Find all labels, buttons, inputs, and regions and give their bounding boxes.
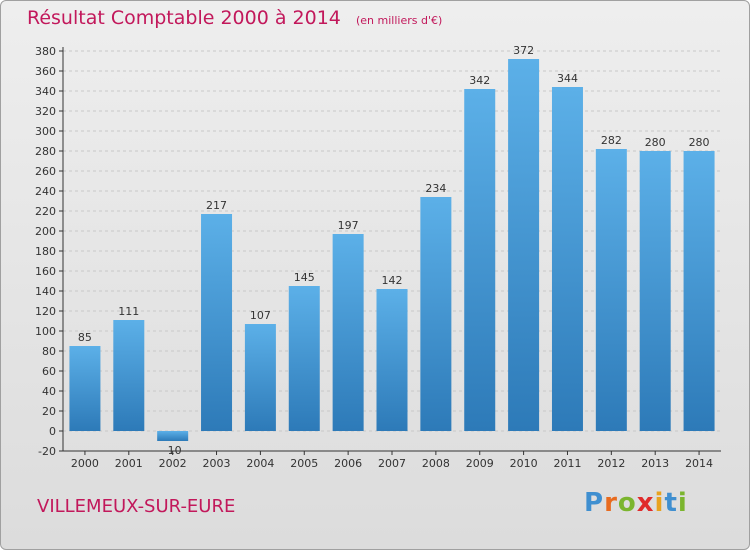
data-label: 342 — [469, 74, 490, 87]
bar — [464, 89, 496, 431]
x-tick-label: 2002 — [159, 457, 187, 470]
y-tick-label: 200 — [35, 225, 56, 238]
logo-letter: i — [654, 488, 665, 518]
x-tick-label: 2006 — [334, 457, 362, 470]
y-tick-label: 40 — [42, 385, 56, 398]
y-tick-label: 220 — [35, 205, 56, 218]
y-tick-label: 300 — [35, 125, 56, 138]
data-label: 111 — [118, 305, 139, 318]
logo-letter: x — [636, 488, 655, 518]
x-tick-label: 2013 — [641, 457, 669, 470]
title-row: Résultat Comptable 2000 à 2014 (en milli… — [27, 7, 442, 29]
data-label: 282 — [601, 134, 622, 147]
data-label: 344 — [557, 72, 578, 85]
y-tick-label: 260 — [35, 165, 56, 178]
data-label: 280 — [645, 136, 666, 149]
x-tick-label: 2009 — [466, 457, 494, 470]
y-tick-label: 360 — [35, 65, 56, 78]
data-label: 280 — [689, 136, 710, 149]
y-tick-label: 20 — [42, 405, 56, 418]
y-tick-label: 140 — [35, 285, 56, 298]
y-tick-label: 120 — [35, 305, 56, 318]
x-tick-label: 2014 — [685, 457, 713, 470]
logo-letter: o — [617, 488, 637, 518]
y-tick-label: 280 — [35, 145, 56, 158]
x-tick-label: 2008 — [422, 457, 450, 470]
bar — [69, 346, 101, 431]
bar — [332, 234, 364, 431]
y-tick-label: 340 — [35, 85, 56, 98]
data-label: 107 — [250, 309, 271, 322]
bar — [420, 197, 452, 431]
y-tick-label: 180 — [35, 245, 56, 258]
chart-subtitle: (en milliers d'€) — [355, 14, 443, 27]
x-tick-label: 2001 — [115, 457, 143, 470]
y-tick-label: 0 — [49, 425, 56, 438]
x-tick-label: 2004 — [246, 457, 274, 470]
data-label: 197 — [338, 219, 359, 232]
y-tick-label: 240 — [35, 185, 56, 198]
bar — [113, 320, 145, 431]
bar — [376, 289, 408, 431]
logo-letter: i — [677, 488, 688, 518]
bar — [683, 151, 715, 431]
x-tick-label: 2000 — [71, 457, 99, 470]
place-name: VILLEMEUX-SUR-EURE — [37, 496, 236, 517]
x-tick-label: 2003 — [203, 457, 231, 470]
bar — [201, 214, 233, 431]
data-label: 142 — [382, 274, 403, 287]
y-tick-label: -20 — [38, 445, 56, 458]
bar — [288, 286, 320, 431]
y-tick-label: 80 — [42, 345, 56, 358]
bar — [551, 87, 583, 431]
y-tick-label: 380 — [35, 45, 56, 58]
bar — [157, 431, 189, 441]
data-label: 85 — [78, 331, 92, 344]
y-tick-label: 160 — [35, 265, 56, 278]
x-tick-label: 2011 — [553, 457, 581, 470]
data-label: 145 — [294, 271, 315, 284]
x-tick-label: 2010 — [510, 457, 538, 470]
data-label: 372 — [513, 44, 534, 57]
y-tick-label: 100 — [35, 325, 56, 338]
x-tick-label: 2005 — [290, 457, 318, 470]
x-tick-label: 2007 — [378, 457, 406, 470]
chart-title: Résultat Comptable 2000 à 2014 — [27, 7, 341, 29]
logo-letter: P — [584, 488, 605, 518]
x-tick-label: 2012 — [597, 457, 625, 470]
bar — [244, 324, 276, 431]
bar — [595, 149, 627, 431]
y-tick-label: 320 — [35, 105, 56, 118]
y-tick-label: 60 — [42, 365, 56, 378]
data-label: 234 — [425, 182, 446, 195]
logo-letter: t — [664, 488, 678, 518]
bar — [639, 151, 671, 431]
logo-letter: r — [604, 488, 618, 518]
proxiti-logo: Proxiti — [584, 488, 688, 518]
bar — [508, 59, 540, 431]
data-label: 217 — [206, 199, 227, 212]
